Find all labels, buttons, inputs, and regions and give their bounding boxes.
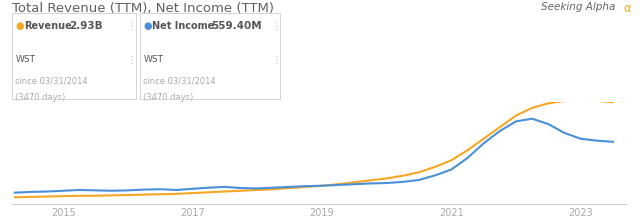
Text: ⋮: ⋮ xyxy=(127,21,136,31)
Text: ⋮: ⋮ xyxy=(127,56,136,65)
Text: Revenue: Revenue xyxy=(24,21,72,31)
Text: ●: ● xyxy=(143,21,152,31)
Text: 2.93B: 2.93B xyxy=(69,21,103,31)
Text: WST: WST xyxy=(143,56,163,65)
Text: α: α xyxy=(623,2,631,15)
Text: ⋮: ⋮ xyxy=(271,56,281,65)
Text: (3470 days): (3470 days) xyxy=(15,93,66,102)
Text: ⋮: ⋮ xyxy=(271,21,281,31)
Text: ●: ● xyxy=(15,21,24,31)
Text: Seeking Alpha: Seeking Alpha xyxy=(541,2,615,12)
Text: since 03/31/2014: since 03/31/2014 xyxy=(143,77,216,86)
Text: Net Income: Net Income xyxy=(152,21,214,31)
Text: WST: WST xyxy=(15,56,35,65)
Text: 559.40M: 559.40M xyxy=(211,21,262,31)
Text: since 03/31/2014: since 03/31/2014 xyxy=(15,77,88,86)
Text: Total Revenue (TTM), Net Income (TTM): Total Revenue (TTM), Net Income (TTM) xyxy=(12,2,273,15)
Text: (3470 days): (3470 days) xyxy=(143,93,194,102)
